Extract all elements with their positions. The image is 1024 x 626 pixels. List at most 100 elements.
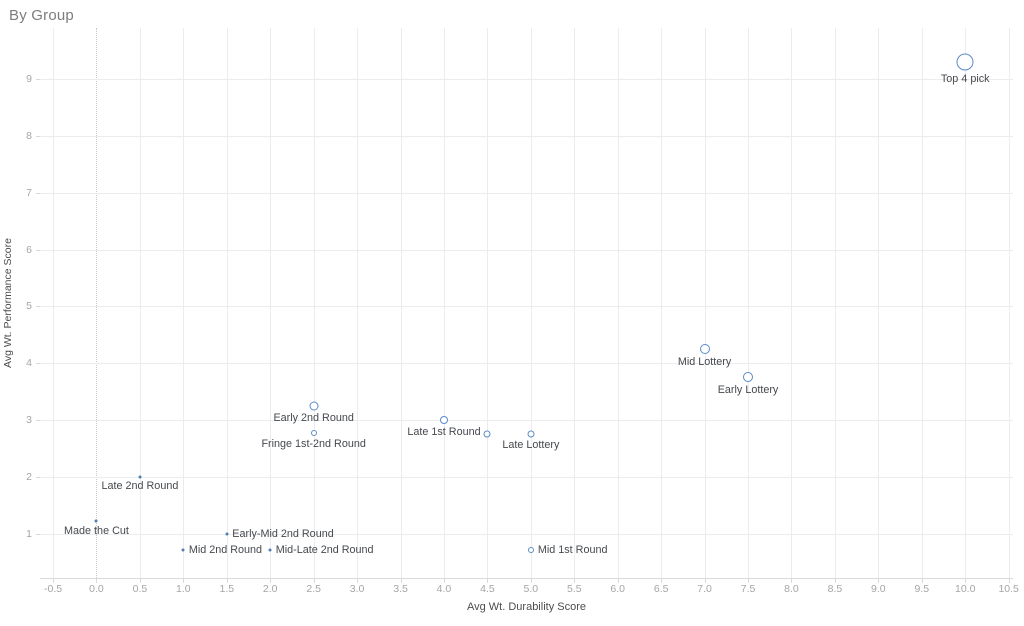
data-point[interactable] xyxy=(956,53,974,71)
gridline xyxy=(661,28,663,578)
y-tick-mark xyxy=(36,192,40,194)
point-label: Fringe 1st-2nd Round xyxy=(261,437,366,450)
gridline xyxy=(313,28,315,578)
y-tick-label: 2 xyxy=(26,470,32,483)
gridline xyxy=(617,28,619,578)
x-tick-mark xyxy=(574,579,576,583)
gridline xyxy=(40,420,1013,422)
chart-title: By Group xyxy=(9,7,74,24)
data-point[interactable] xyxy=(483,430,491,438)
y-tick-mark xyxy=(36,306,40,308)
data-point[interactable] xyxy=(94,519,98,523)
gridline xyxy=(40,363,1013,365)
y-tick-label: 9 xyxy=(26,73,32,86)
data-point[interactable] xyxy=(527,546,534,553)
point-label: Late 2nd Round xyxy=(101,480,179,493)
data-point[interactable] xyxy=(309,401,319,411)
gridline xyxy=(921,28,923,578)
y-tick-mark xyxy=(36,249,40,251)
x-tick-mark xyxy=(443,579,445,583)
x-axis: -0.5 0.0 0.5 1.0 1.5 2.0 2.5 3.0 3.5 4.0 4.5 5.0 5.5… xyxy=(40,579,1019,595)
x-tick-label: 10.0 xyxy=(955,583,976,595)
gridline xyxy=(40,533,1013,535)
x-tick-label: 7.0 xyxy=(697,583,712,595)
y-tick-mark xyxy=(36,476,40,478)
x-tick-mark xyxy=(96,579,98,583)
x-tick-label: 2.5 xyxy=(306,583,321,595)
data-point[interactable] xyxy=(225,532,229,536)
data-point[interactable] xyxy=(527,430,535,438)
y-tick-mark xyxy=(36,533,40,535)
x-tick-label: 3.5 xyxy=(393,583,408,595)
y-tick-mark xyxy=(36,420,40,422)
point-label: Early-Mid 2nd Round xyxy=(232,527,334,540)
point-label: Late Lottery xyxy=(502,439,560,452)
x-tick-mark xyxy=(661,579,663,583)
x-tick-label: 9.5 xyxy=(914,583,930,595)
x-tick-label: 1.0 xyxy=(176,583,191,595)
gridline xyxy=(40,135,1013,137)
gridline xyxy=(357,28,359,578)
x-tick-label: 9.0 xyxy=(871,583,886,595)
data-point[interactable] xyxy=(699,344,710,355)
plot-area: Top 4 pick Mid Lottery Early Lottery Early … xyxy=(40,28,1013,579)
y-tick-label: 7 xyxy=(26,186,32,199)
gridline xyxy=(226,28,228,578)
gridline xyxy=(400,28,402,578)
y-tick-label: 3 xyxy=(26,414,32,427)
y-tick-label: 4 xyxy=(26,357,32,370)
x-tick-label: 2.0 xyxy=(262,583,278,595)
y-axis: 1 2 3 4 5 6 7 8 9 xyxy=(0,28,40,578)
x-tick-mark xyxy=(617,579,619,583)
y-tick-label: 6 xyxy=(26,243,32,256)
x-tick-mark xyxy=(226,579,228,583)
x-tick-mark xyxy=(791,579,793,583)
gridline xyxy=(53,28,55,578)
x-tick-label: 4.0 xyxy=(436,583,452,595)
x-tick-mark xyxy=(183,579,185,583)
gridline xyxy=(40,306,1013,308)
x-tick-label: 8.5 xyxy=(827,583,843,595)
point-label: Early Lottery xyxy=(717,384,779,397)
data-point[interactable] xyxy=(181,548,185,552)
y-tick-mark xyxy=(36,79,40,81)
gridline xyxy=(748,28,750,578)
gridline xyxy=(443,28,445,578)
point-label: Early 2nd Round xyxy=(273,412,354,425)
x-tick-label: -0.5 xyxy=(43,583,63,595)
gridline xyxy=(40,476,1013,478)
data-point[interactable] xyxy=(439,416,448,425)
data-point[interactable] xyxy=(310,429,317,436)
point-label: Late 1st Round xyxy=(407,426,481,439)
x-tick-mark xyxy=(487,579,489,583)
x-tick-mark xyxy=(921,579,923,583)
point-label: Mid Lottery xyxy=(677,356,732,369)
x-tick-mark xyxy=(748,579,750,583)
x-tick-label: 0.0 xyxy=(89,583,104,595)
x-tick-label: 5.0 xyxy=(523,583,539,595)
point-label: Mid-Late 2nd Round xyxy=(275,543,374,556)
x-tick-mark xyxy=(139,579,141,583)
point-label: Mid 1st Round xyxy=(537,543,608,556)
x-tick-mark xyxy=(1008,579,1010,583)
gridline xyxy=(704,28,706,578)
x-tick-mark xyxy=(878,579,880,583)
gridline xyxy=(40,79,1013,81)
y-tick-mark xyxy=(36,363,40,365)
x-tick-mark xyxy=(270,579,272,583)
y-tick-label: 5 xyxy=(26,300,32,313)
y-tick-mark xyxy=(36,135,40,137)
x-tick-label: 4.5 xyxy=(480,583,495,595)
x-tick-label: 7.5 xyxy=(740,583,756,595)
gridline xyxy=(574,28,576,578)
data-point[interactable] xyxy=(743,372,754,383)
data-point[interactable] xyxy=(268,548,272,552)
x-tick-label: 6.5 xyxy=(653,583,669,595)
x-tick-mark xyxy=(313,579,315,583)
gridline xyxy=(183,28,185,578)
x-axis-title: Avg Wt. Durability Score xyxy=(466,601,586,613)
data-point[interactable] xyxy=(138,475,142,479)
gridline xyxy=(965,28,967,578)
x-tick-mark xyxy=(530,579,532,583)
